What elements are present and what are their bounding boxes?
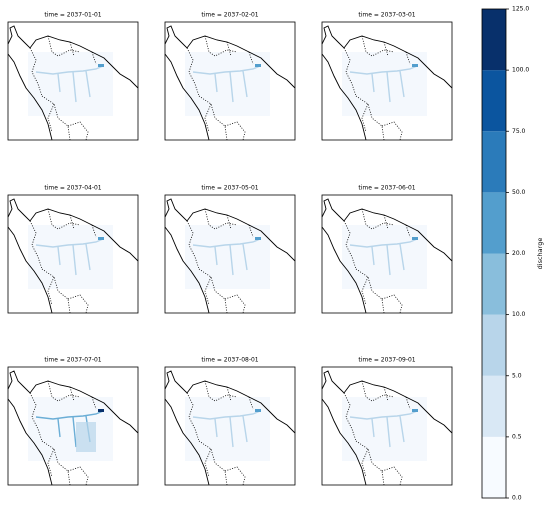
colorbar-tick-label: 0.0 [512, 495, 522, 502]
map [164, 21, 296, 141]
river [192, 65, 261, 103]
data-extent [185, 225, 270, 289]
colorbar-segment [482, 131, 506, 193]
river-mouth [412, 64, 418, 67]
map [321, 366, 453, 486]
map [164, 366, 296, 486]
data-extent [28, 52, 113, 116]
colorbar-segment [482, 314, 506, 376]
river-mouth [255, 409, 261, 412]
river [35, 238, 104, 276]
coastline [7, 198, 139, 314]
colorbar-segment [482, 436, 506, 498]
colorbar-tick-label: 100.0 [512, 67, 529, 74]
river [192, 410, 261, 448]
colorbar-tick-label: 20.0 [512, 250, 526, 257]
river-mouth [255, 64, 261, 67]
river-mouth [412, 237, 418, 240]
panel-title: time = 2037-08-01 [201, 357, 258, 364]
data-extent [185, 397, 270, 461]
river [349, 410, 418, 448]
panel-frame [164, 194, 296, 314]
coastline [7, 25, 139, 141]
panel-title: time = 2037-03-01 [358, 12, 415, 19]
colorbar-segment [482, 253, 506, 315]
panel-title: time = 2037-09-01 [358, 357, 415, 364]
coastline [164, 198, 296, 314]
data-extent [28, 225, 113, 289]
colorbar-segment [482, 375, 506, 437]
flood [76, 422, 96, 452]
panel-frame [164, 21, 296, 141]
river-mouth [98, 237, 104, 240]
map [7, 194, 139, 314]
coastline [321, 198, 453, 314]
colorbar-tick-label: 75.0 [512, 128, 526, 135]
coastline [164, 370, 296, 486]
data-extent [342, 225, 427, 289]
coastline [7, 370, 139, 486]
panel-frame [7, 366, 139, 486]
map [7, 366, 139, 486]
map [321, 194, 453, 314]
panel-title: time = 2037-02-01 [201, 12, 258, 19]
coastline [164, 25, 296, 141]
panel-title: time = 2037-05-01 [201, 185, 258, 192]
panel-title: time = 2037-01-01 [44, 12, 101, 19]
colorbar-segment [482, 70, 506, 132]
river [35, 65, 104, 103]
river-mouth [98, 64, 104, 67]
colorbar-tick-label: 125.0 [512, 6, 529, 13]
river [349, 65, 418, 103]
panel-frame [321, 194, 453, 314]
panel-frame [321, 366, 453, 486]
panel-title: time = 2037-04-01 [44, 185, 101, 192]
coastline [321, 25, 453, 141]
colorbar-tick-label: 5.0 [512, 372, 522, 379]
river [35, 410, 104, 448]
map [321, 21, 453, 141]
colorbar-tick-label: 10.0 [512, 311, 526, 318]
river [192, 238, 261, 276]
colorbar-segment [482, 192, 506, 254]
coastline [321, 370, 453, 486]
panel-title: time = 2037-07-01 [44, 357, 101, 364]
colorbar-label: discharge [536, 238, 544, 270]
panel-frame [7, 21, 139, 141]
colorbar-tick-label: 50.0 [512, 189, 526, 196]
colorbar-segment [482, 9, 506, 71]
data-extent [28, 397, 113, 461]
data-extent [342, 52, 427, 116]
map [7, 21, 139, 141]
river-mouth [98, 409, 104, 412]
river-mouth [255, 237, 261, 240]
river-mouth [412, 409, 418, 412]
river [349, 238, 418, 276]
panel-title: time = 2037-06-01 [358, 185, 415, 192]
data-extent [342, 397, 427, 461]
panel-frame [7, 194, 139, 314]
panel-frame [321, 21, 453, 141]
map [164, 194, 296, 314]
data-extent [185, 52, 270, 116]
panel-frame [164, 366, 296, 486]
colorbar-tick-label: 0.5 [512, 433, 522, 440]
